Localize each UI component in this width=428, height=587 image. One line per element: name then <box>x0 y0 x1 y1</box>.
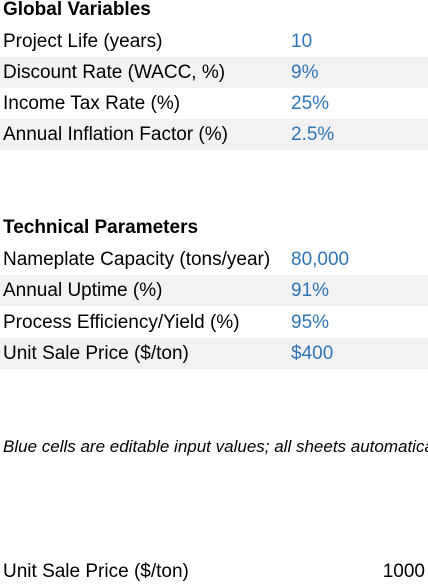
table-row: Process Efficiency/Yield (%) 95% <box>0 307 428 338</box>
table-row: Project Life (years) 10 <box>0 26 428 57</box>
input-project-life[interactable]: 10 <box>291 31 313 52</box>
table-row: Unit Sale Price ($/ton) 1000 <box>0 556 428 587</box>
label-inflation-factor[interactable]: Annual Inflation Factor (%) <box>3 124 228 145</box>
note-row: Blue cells are editable input values; al… <box>0 431 428 462</box>
table-row: Annual Inflation Factor (%) 2.5% <box>0 119 428 150</box>
table-row: Discount Rate (WACC, %) 9% <box>0 57 428 88</box>
input-process-efficiency[interactable]: 95% <box>291 312 330 333</box>
input-discount-rate[interactable]: 9% <box>291 62 319 83</box>
section-header-row-technical: Technical Parameters <box>0 212 428 243</box>
label-unit-sale-price-footer[interactable]: Unit Sale Price ($/ton) <box>3 561 189 582</box>
section-header-row-global: Global Variables <box>0 0 428 25</box>
input-income-tax-rate[interactable]: 25% <box>291 93 330 114</box>
label-project-life[interactable]: Project Life (years) <box>3 31 163 52</box>
input-unit-sale-price[interactable]: $400 <box>291 343 334 364</box>
label-unit-sale-price[interactable]: Unit Sale Price ($/ton) <box>3 343 189 364</box>
section-title-technical[interactable]: Technical Parameters <box>3 217 199 238</box>
input-nameplate-capacity[interactable]: 80,000 <box>291 249 350 270</box>
table-row: Unit Sale Price ($/ton) $400 <box>0 338 428 369</box>
label-nameplate-capacity[interactable]: Nameplate Capacity (tons/year) <box>3 249 271 270</box>
table-row: Nameplate Capacity (tons/year) 80,000 <box>0 244 428 275</box>
label-income-tax-rate[interactable]: Income Tax Rate (%) <box>3 93 181 114</box>
label-annual-uptime[interactable]: Annual Uptime (%) <box>3 280 163 301</box>
label-process-efficiency[interactable]: Process Efficiency/Yield (%) <box>3 312 240 333</box>
section-title-global[interactable]: Global Variables <box>3 0 151 20</box>
input-legend-note[interactable]: Blue cells are editable input values; al… <box>3 437 428 456</box>
label-discount-rate[interactable]: Discount Rate (WACC, %) <box>3 62 226 83</box>
input-annual-uptime[interactable]: 91% <box>291 280 330 301</box>
value-unit-sale-price-footer[interactable]: 1000 <box>382 561 425 582</box>
input-inflation-factor[interactable]: 2.5% <box>291 124 335 145</box>
table-row: Annual Uptime (%) 91% <box>0 275 428 306</box>
table-row: Income Tax Rate (%) 25% <box>0 88 428 119</box>
